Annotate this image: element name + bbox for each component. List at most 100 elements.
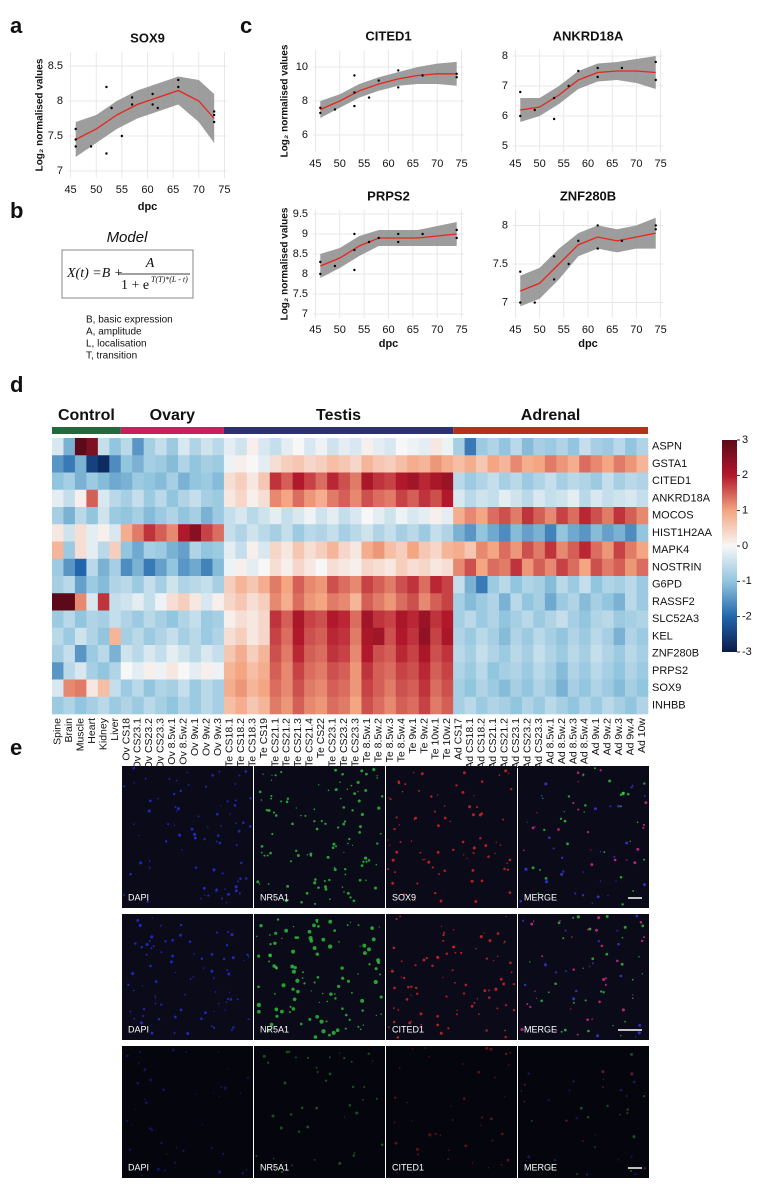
signal-dot (512, 983, 516, 986)
signal-dot (615, 880, 617, 883)
signal-dot (328, 1033, 331, 1037)
x-tick-label: 55 (116, 184, 128, 196)
signal-dot (576, 1173, 579, 1176)
signal-dot (640, 939, 644, 943)
heatmap-cell (246, 541, 259, 560)
heatmap-cell (178, 696, 190, 715)
heatmap-cell (327, 576, 339, 594)
signal-dot (351, 1085, 355, 1089)
heatmap-cell (235, 627, 248, 646)
heatmap-cell (63, 455, 76, 473)
heatmap-cell (453, 645, 465, 663)
signal-dot (362, 1024, 365, 1026)
signal-dot (395, 918, 398, 921)
heatmap-cell (327, 524, 339, 542)
heatmap-cell (327, 472, 339, 491)
signal-dot (493, 959, 495, 962)
heatmap-cell (487, 610, 500, 629)
heatmap-cell (109, 489, 122, 508)
signal-dot (157, 1018, 161, 1021)
heatmap-cell (74, 679, 87, 698)
signal-dot (256, 935, 258, 938)
heatmap-cell (350, 645, 362, 663)
signal-dot (247, 1018, 250, 1020)
x-tick-label: 60 (141, 184, 153, 196)
signal-dot (296, 854, 300, 857)
signal-dot (552, 847, 555, 850)
heatmap-cell (143, 679, 156, 698)
heatmap-cell (315, 524, 328, 542)
data-point (654, 228, 657, 231)
heatmap-cell (590, 610, 603, 629)
heatmap-cell (453, 696, 465, 715)
signal-dot (391, 881, 395, 885)
heatmap-cell (499, 593, 511, 611)
heatmap-cell (97, 507, 110, 525)
heatmap-cell (625, 438, 637, 456)
signal-dot (633, 861, 637, 865)
heatmap-cell (143, 696, 156, 715)
x-tick-label: 70 (630, 324, 642, 336)
heatmap-cell (521, 696, 534, 715)
signal-dot (291, 987, 295, 991)
signal-dot (540, 794, 543, 797)
signal-dot (570, 1008, 572, 1010)
signal-dot (596, 895, 600, 899)
heatmap-cell (52, 610, 64, 629)
signal-dot (300, 1106, 304, 1110)
trend-line (320, 233, 457, 267)
heatmap-cell (487, 662, 500, 680)
signal-dot (324, 887, 328, 891)
signal-dot (352, 1154, 356, 1157)
x-tick-label: 50 (533, 324, 545, 336)
signal-dot (499, 977, 503, 981)
data-point (577, 239, 580, 243)
signal-dot (216, 834, 220, 837)
heatmap-cell (212, 507, 225, 525)
heatmap-cell (223, 489, 236, 508)
heatmap-cell (499, 438, 511, 456)
column-label: Ad CS23.2 (521, 718, 533, 769)
column-label: Ad CS23.3 (533, 718, 545, 769)
signal-dot (597, 916, 601, 920)
signal-dot (401, 790, 404, 793)
signal-dot (364, 856, 368, 860)
model-legend: A, amplitude (86, 327, 142, 338)
signal-dot (375, 1014, 377, 1017)
signal-dot (363, 1085, 366, 1089)
signal-dot (375, 1097, 378, 1100)
signal-dot (599, 880, 602, 882)
signal-dot (327, 944, 333, 949)
heatmap-cell (52, 438, 64, 456)
heatmap-cell (269, 662, 282, 680)
signal-dot (245, 1168, 248, 1171)
heatmap-cell (189, 558, 202, 577)
signal-dot (288, 1011, 291, 1014)
x-tick-label: 70 (431, 158, 443, 170)
signal-dot (402, 893, 406, 896)
heatmap-cell (258, 472, 271, 491)
heatmap-cell (246, 524, 259, 542)
heatmap-cell (441, 438, 454, 456)
heatmap-cell (350, 558, 362, 577)
heatmap-cell (418, 696, 431, 715)
heatmap-cell (487, 679, 500, 698)
signal-dot (290, 964, 295, 969)
signal-dot (346, 924, 349, 927)
signal-dot (218, 841, 222, 845)
heatmap-cell (361, 489, 374, 508)
signal-dot (542, 797, 544, 799)
heatmap-cell (567, 489, 580, 508)
heatmap-cell (372, 524, 385, 542)
data-point (177, 78, 180, 82)
signal-dot (304, 814, 307, 817)
heatmap-cell (143, 489, 156, 508)
signal-dot (221, 872, 224, 875)
x-tick-label: 65 (407, 158, 419, 170)
heatmap-cell (132, 696, 144, 715)
signal-dot (454, 951, 457, 954)
signal-dot (536, 812, 538, 814)
group-label: Ovary (150, 407, 195, 424)
signal-dot (270, 794, 273, 798)
signal-dot (336, 826, 340, 829)
